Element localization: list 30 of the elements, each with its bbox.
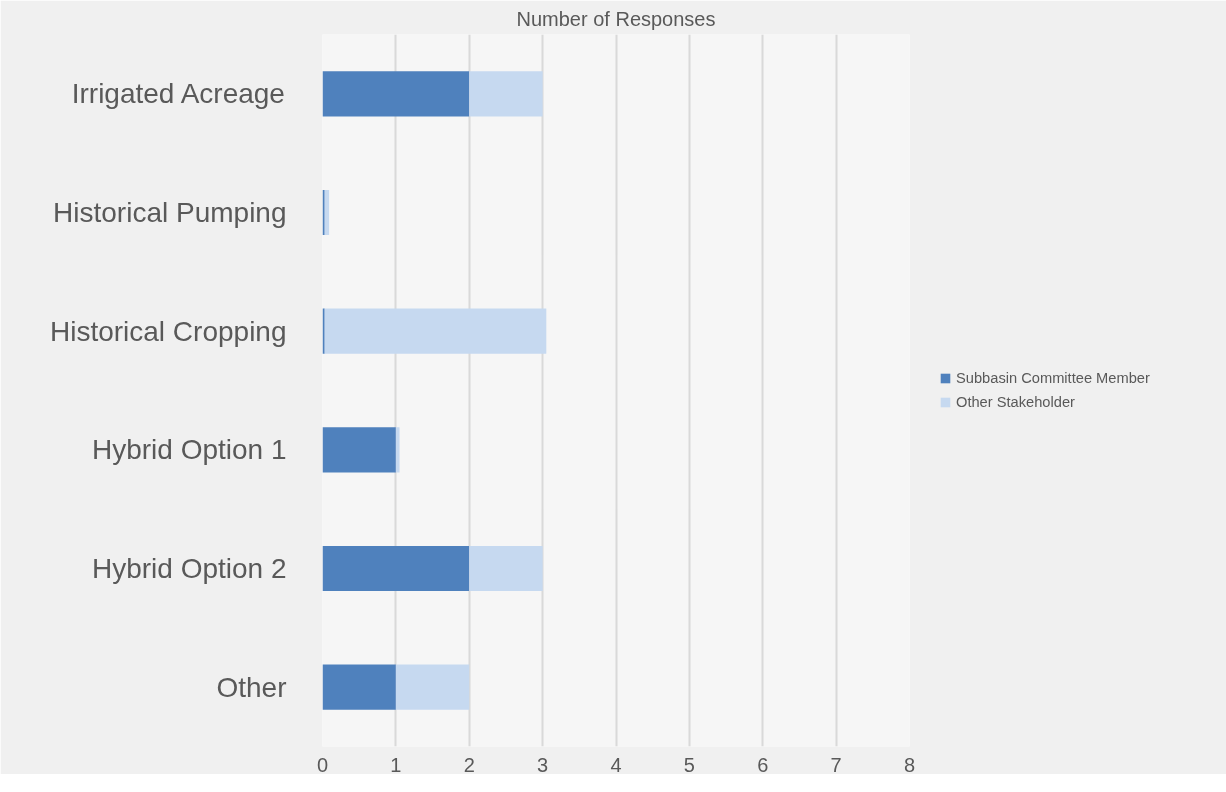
x-tick-label: 3 (537, 753, 549, 776)
x-tick-label: 7 (830, 753, 842, 776)
chart-title: Number of Responses (516, 7, 716, 30)
x-tick-label: 0 (316, 753, 329, 776)
x-tick-label: 5 (683, 753, 695, 776)
y-tick-label: Hybrid Option 1 (91, 434, 287, 466)
bar (322, 545, 470, 592)
legend-label: Other Stakeholder (956, 394, 1075, 410)
bar (322, 427, 396, 473)
bar (324, 189, 330, 236)
bar (469, 71, 543, 117)
bar (395, 664, 470, 710)
bar (322, 308, 325, 354)
legend-label: Subbasin Committee Member (956, 370, 1150, 386)
bar (322, 664, 396, 710)
bar (322, 71, 470, 117)
y-tick-label: Irrigated Acreage (71, 78, 285, 110)
bar (322, 189, 325, 236)
y-tick-label: Historical Pumping (53, 197, 287, 228)
y-tick-label: Hybrid Option 2 (91, 553, 287, 584)
x-tick-label: 4 (610, 753, 622, 776)
bar (395, 427, 400, 473)
x-tick-label: 2 (463, 753, 475, 776)
y-tick-label: Other (216, 671, 287, 703)
x-tick-label: 1 (390, 753, 402, 776)
y-tick-label: Historical Cropping (49, 315, 287, 347)
x-tick-label: 6 (757, 753, 769, 776)
x-tick-label: 8 (903, 753, 916, 776)
bar (324, 308, 547, 354)
bar (469, 545, 543, 592)
